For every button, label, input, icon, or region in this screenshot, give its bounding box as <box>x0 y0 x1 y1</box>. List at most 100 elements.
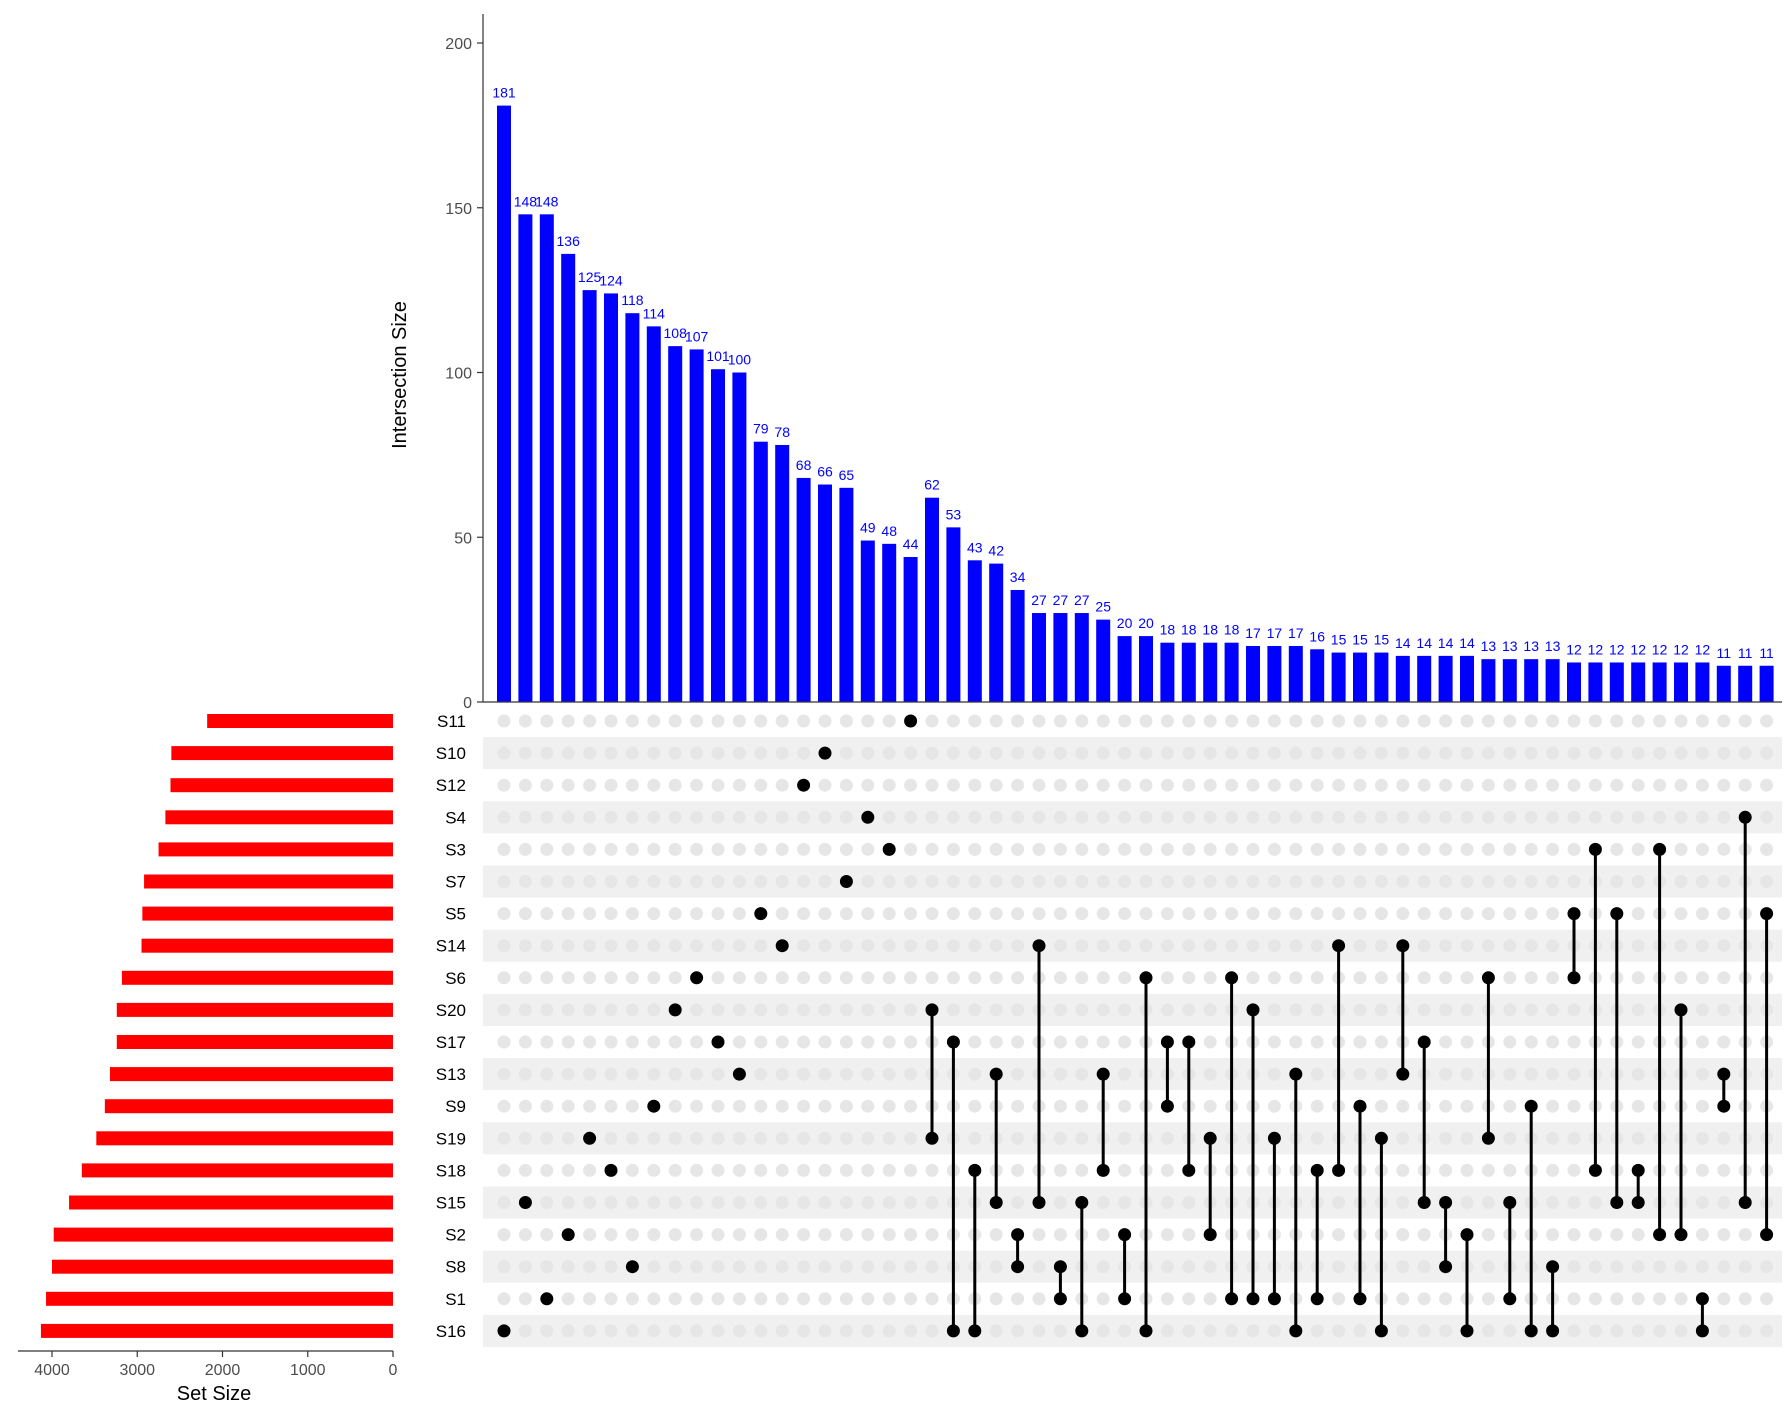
matrix-dot-inactive <box>1503 939 1517 953</box>
matrix-dot-inactive <box>925 1196 939 1209</box>
matrix-dot-inactive <box>1695 1228 1709 1242</box>
matrix-dot-inactive <box>732 875 746 888</box>
matrix-dot-inactive <box>1053 810 1067 824</box>
intersection-bar-label: 148 <box>535 193 559 209</box>
matrix-dot-inactive <box>1246 746 1260 760</box>
matrix-dot-inactive <box>1096 1228 1110 1242</box>
matrix-dot-inactive <box>1503 842 1517 856</box>
intersection-bar-label: 13 <box>1523 638 1539 654</box>
matrix-dot-inactive <box>690 1067 704 1081</box>
matrix-dot-inactive <box>1096 1292 1110 1306</box>
matrix-dot-inactive <box>1160 1163 1174 1177</box>
matrix-dot-inactive <box>668 1163 682 1177</box>
matrix-dot-inactive <box>1610 778 1624 792</box>
matrix-dot-inactive <box>604 1035 618 1049</box>
matrix-dot-inactive <box>1674 1324 1688 1338</box>
matrix-dot-inactive <box>1310 1003 1324 1017</box>
matrix-dot-inactive <box>1760 875 1774 888</box>
matrix-dot-inactive <box>904 1196 918 1209</box>
matrix-dot-inactive <box>1053 971 1067 985</box>
matrix-dot-active <box>1588 1163 1602 1177</box>
matrix-dot-inactive <box>583 875 597 888</box>
matrix-dot-inactive <box>1567 714 1581 728</box>
matrix-dot-inactive <box>1289 907 1303 921</box>
matrix-dot-active <box>1674 1003 1688 1017</box>
matrix-dot-inactive <box>754 1228 768 1242</box>
matrix-dot-inactive <box>1075 971 1089 985</box>
matrix-dot-inactive <box>1203 1035 1217 1049</box>
matrix-dot-inactive <box>1631 907 1645 921</box>
matrix-dot-inactive <box>540 971 554 985</box>
matrix-dot-inactive <box>1096 778 1110 792</box>
matrix-dot-inactive <box>989 875 1003 888</box>
matrix-dot-inactive <box>797 746 811 760</box>
matrix-dot-active <box>647 1099 661 1113</box>
matrix-dot-inactive <box>1503 1163 1517 1177</box>
matrix-dot-inactive <box>1588 1260 1602 1274</box>
matrix-dot-inactive <box>1203 1324 1217 1338</box>
matrix-dot-inactive <box>775 1131 789 1145</box>
matrix-dot-active <box>989 1067 1003 1081</box>
matrix-dot-active <box>754 907 768 921</box>
matrix-dot-inactive <box>1353 842 1367 856</box>
matrix-dot-inactive <box>625 778 639 792</box>
intersection-bar <box>1224 642 1239 702</box>
matrix-dot-inactive <box>711 1163 725 1177</box>
matrix-dot-inactive <box>1310 1067 1324 1081</box>
matrix-dot-inactive <box>625 810 639 824</box>
matrix-dot-inactive <box>754 1067 768 1081</box>
matrix-dot-inactive <box>1075 907 1089 921</box>
matrix-dot-inactive <box>1160 939 1174 953</box>
matrix-dot-inactive <box>775 1163 789 1177</box>
matrix-dot-inactive <box>1417 939 1431 953</box>
matrix-dot-inactive <box>1289 939 1303 953</box>
matrix-dot-inactive <box>1567 746 1581 760</box>
matrix-dot-inactive <box>1353 907 1367 921</box>
matrix-dot-inactive <box>668 1099 682 1113</box>
matrix-dot-inactive <box>1439 939 1453 953</box>
matrix-dot-active <box>1460 1228 1474 1242</box>
matrix-dot-inactive <box>540 1035 554 1049</box>
matrix-dot-inactive <box>1417 778 1431 792</box>
matrix-dot-inactive <box>1567 810 1581 824</box>
matrix-dot-inactive <box>1225 907 1239 921</box>
matrix-dot-inactive <box>1717 714 1731 728</box>
matrix-dot-inactive <box>1396 1099 1410 1113</box>
matrix-dot-inactive <box>647 1131 661 1145</box>
matrix-dot-active <box>968 1324 982 1338</box>
matrix-dot-inactive <box>861 1228 875 1242</box>
matrix-dot-inactive <box>647 971 661 985</box>
y-tick-label: 150 <box>445 201 472 218</box>
matrix-dot-active <box>1310 1163 1324 1177</box>
intersection-bar-label: 25 <box>1095 599 1111 615</box>
intersection-bar-label: 18 <box>1160 622 1176 638</box>
matrix-dot-inactive <box>989 714 1003 728</box>
matrix-dot-inactive <box>1631 1131 1645 1145</box>
matrix-dot-inactive <box>1011 907 1025 921</box>
matrix-dot-inactive <box>711 939 725 953</box>
matrix-dot-inactive <box>754 1035 768 1049</box>
matrix-dot-inactive <box>754 1163 768 1177</box>
matrix-dot-inactive <box>1439 875 1453 888</box>
set-size-bar <box>96 1131 393 1146</box>
matrix-dot-inactive <box>1610 1292 1624 1306</box>
matrix-dot-inactive <box>732 1163 746 1177</box>
matrix-dot-inactive <box>1610 714 1624 728</box>
matrix-dot-inactive <box>711 971 725 985</box>
matrix-dot-active <box>1631 1163 1645 1177</box>
matrix-dot-inactive <box>797 939 811 953</box>
matrix-dot-active <box>1267 1131 1281 1145</box>
matrix-dot-inactive <box>1524 875 1538 888</box>
matrix-dot-inactive <box>1267 714 1281 728</box>
matrix-dot-inactive <box>1439 971 1453 985</box>
matrix-dot-inactive <box>1182 1228 1196 1242</box>
matrix-dot-inactive <box>1524 1067 1538 1081</box>
intersection-bar-label: 14 <box>1438 635 1454 651</box>
matrix-dot-inactive <box>839 842 853 856</box>
matrix-dot-inactive <box>1588 714 1602 728</box>
intersection-bar <box>1588 662 1603 702</box>
matrix-dot-inactive <box>1481 907 1495 921</box>
matrix-dot-inactive <box>1567 1196 1581 1209</box>
matrix-dot-inactive <box>775 1067 789 1081</box>
matrix-dot-inactive <box>1310 778 1324 792</box>
